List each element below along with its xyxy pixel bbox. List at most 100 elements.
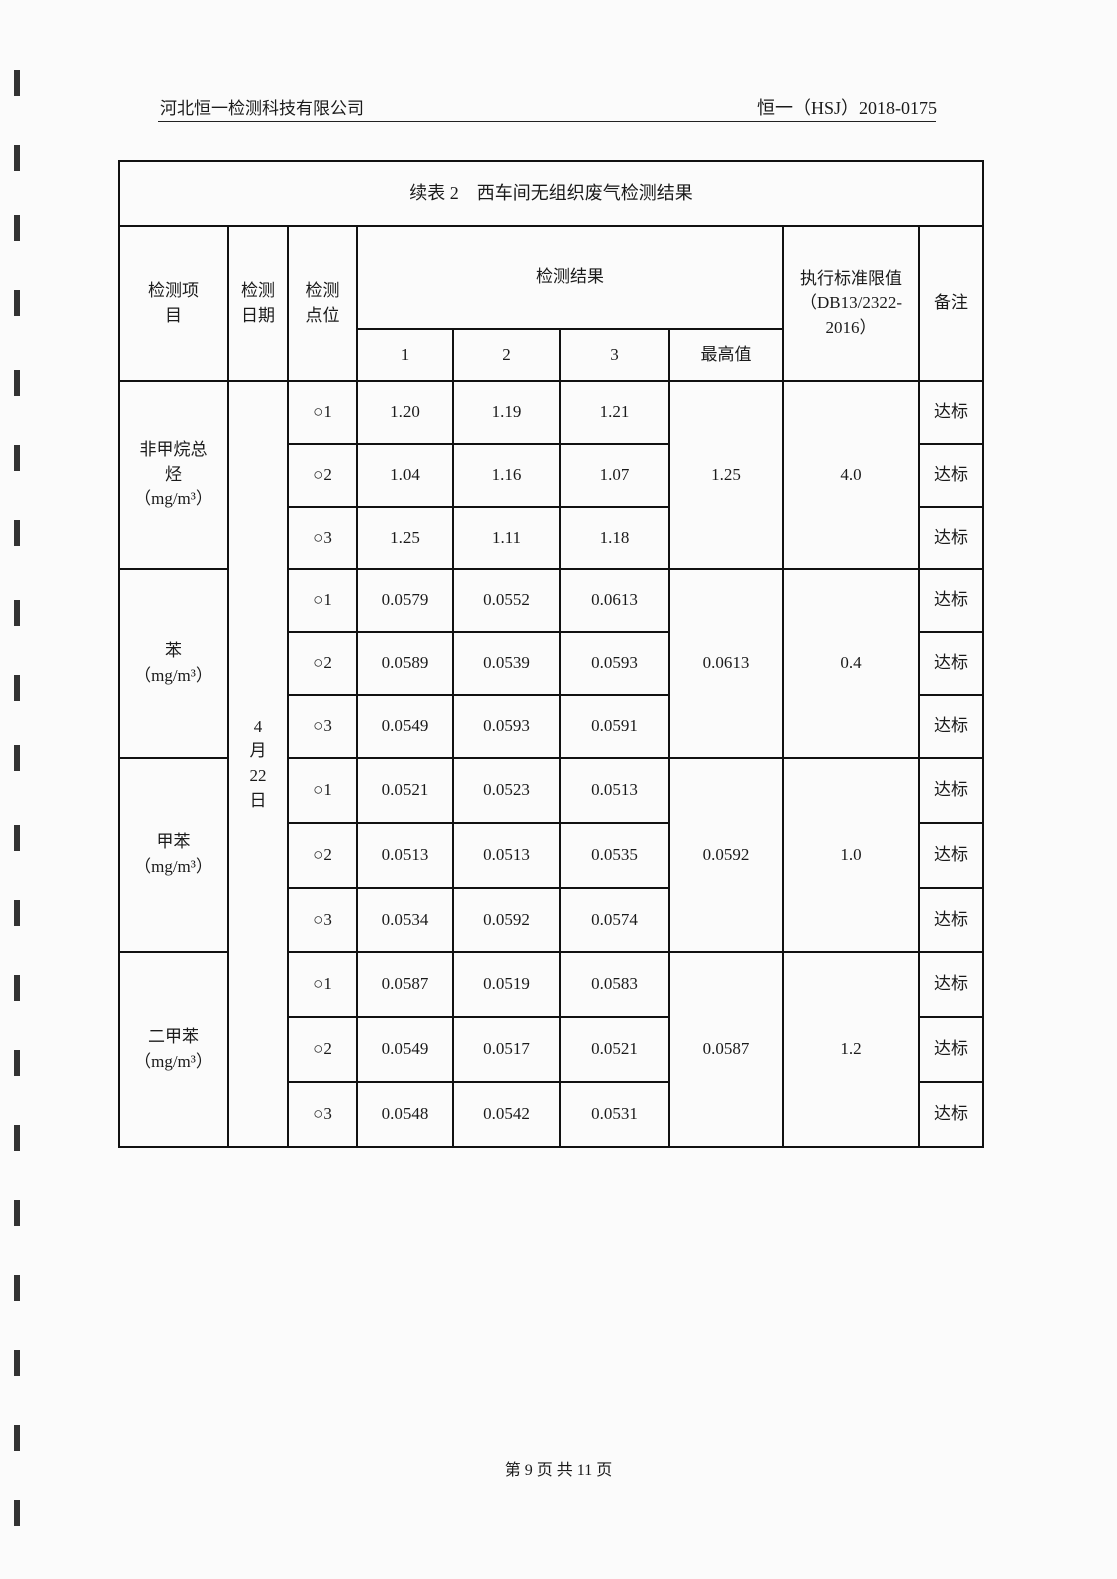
remark-cell: 达标 [918,506,984,570]
remark-cell: 达标 [918,694,984,759]
binder-hole-mark [14,1200,20,1226]
binder-hole-mark [14,745,20,771]
table-row: ○3 0.0549 0.0593 0.0591 达标 [119,694,984,759]
table-row: ○2 1.04 1.16 1.07 达标 [119,443,984,508]
item-cell: 甲苯（mg/m³） [118,757,229,953]
col-header-r3: 3 [559,328,670,382]
date-cell: 4月22日 [227,380,289,1148]
limit-cell: 1.0 [782,757,920,953]
result-cell: 1.11 [452,506,561,570]
binder-hole-mark [14,290,20,316]
binder-hole-mark [14,1500,20,1526]
binder-hole-mark [14,70,20,96]
table-row: ○3 1.25 1.11 1.18 达标 [119,506,984,570]
result-cell: 1.20 [356,380,454,445]
binder-hole-mark [14,900,20,926]
result-cell: 1.18 [559,506,670,570]
col-header-remark: 备注 [918,225,984,382]
binder-hole-mark [14,445,20,471]
limit-cell: 4.0 [782,380,920,570]
point-cell: ○2 [287,443,358,508]
company-name: 河北恒一检测科技有限公司 [160,99,364,118]
table-row: ○2 0.0549 0.0517 0.0521 达标 [119,1016,984,1083]
result-cell: 1.07 [559,443,670,508]
max-cell: 0.0587 [668,951,784,1148]
point-cell: ○2 [287,631,358,696]
table-row: ○2 0.0589 0.0539 0.0593 达标 [119,631,984,696]
point-cell: ○2 [287,1016,358,1083]
binder-hole-mark [14,975,20,1001]
point-cell: ○1 [287,568,358,633]
binder-hole-mark [14,600,20,626]
item-cell: 非甲烷总烃（mg/m³） [118,380,229,570]
result-cell: 0.0513 [356,822,454,889]
binder-hole-mark [14,1350,20,1376]
max-cell: 0.0613 [668,568,784,759]
limit-cell: 1.2 [782,951,920,1148]
results-table: 续表 2 西车间无组织废气检测结果 检测项目 检测日期 检测点位 检测结果 执行… [118,160,984,1148]
point-cell: ○3 [287,506,358,570]
result-cell: 0.0523 [452,757,561,824]
col-header-r2: 2 [452,328,561,382]
binder-hole-mark [14,825,20,851]
result-cell: 0.0517 [452,1016,561,1083]
point-cell: ○2 [287,822,358,889]
point-cell: ○3 [287,1081,358,1148]
result-cell: 0.0549 [356,1016,454,1083]
remark-cell: 达标 [918,380,984,445]
item-cell: 二甲苯（mg/m³） [118,951,229,1148]
binder-hole-mark [14,370,20,396]
result-cell: 0.0535 [559,822,670,889]
remark-cell: 达标 [918,757,984,824]
col-header-point: 检测点位 [287,225,358,382]
result-cell: 0.0583 [559,951,670,1018]
limit-cell: 0.4 [782,568,920,759]
result-cell: 0.0592 [452,887,561,953]
remark-cell: 达标 [918,1081,984,1148]
point-cell: ○1 [287,380,358,445]
remark-cell: 达标 [918,822,984,889]
max-cell: 1.25 [668,380,784,570]
binder-hole-mark [14,1050,20,1076]
col-header-item: 检测项目 [118,225,229,382]
point-cell: ○3 [287,694,358,759]
result-cell: 0.0579 [356,568,454,633]
result-cell: 1.19 [452,380,561,445]
result-cell: 0.0593 [559,631,670,696]
col-header-standard: 执行标准限值（DB13/2322-2016） [782,225,920,382]
result-cell: 0.0534 [356,887,454,953]
result-cell: 0.0587 [356,951,454,1018]
result-cell: 0.0539 [452,631,561,696]
table-row: ○3 0.0548 0.0542 0.0531 达标 [119,1081,984,1148]
result-cell: 0.0519 [452,951,561,1018]
result-cell: 0.0589 [356,631,454,696]
result-cell: 0.0513 [452,822,561,889]
col-header-results: 检测结果 [356,225,784,330]
remark-cell: 达标 [918,568,984,633]
point-cell: ○1 [287,757,358,824]
table-row: ○3 0.0534 0.0592 0.0574 达标 [119,887,984,953]
table-title: 续表 2 西车间无组织废气检测结果 [118,160,984,227]
binder-hole-mark [14,675,20,701]
binder-hole-mark [14,215,20,241]
result-cell: 1.16 [452,443,561,508]
col-header-max: 最高值 [668,328,784,382]
result-cell: 0.0521 [559,1016,670,1083]
result-cell: 1.04 [356,443,454,508]
binder-hole-mark [14,145,20,171]
result-cell: 0.0521 [356,757,454,824]
result-cell: 0.0549 [356,694,454,759]
remark-cell: 达标 [918,443,984,508]
table-row: 非甲烷总烃（mg/m³） 4月22日 ○1 1.20 1.19 1.21 1.25 4.0 达标 [118,380,984,1148]
point-cell: ○3 [287,887,358,953]
result-cell: 0.0548 [356,1081,454,1148]
point-cell: ○1 [287,951,358,1018]
binder-hole-mark [14,1125,20,1151]
max-cell: 0.0592 [668,757,784,953]
remark-cell: 达标 [918,951,984,1018]
col-header-r1: 1 [356,328,454,382]
result-cell: 0.0513 [559,757,670,824]
result-cell: 0.0542 [452,1081,561,1148]
remark-cell: 达标 [918,887,984,953]
binder-hole-mark [14,1425,20,1451]
